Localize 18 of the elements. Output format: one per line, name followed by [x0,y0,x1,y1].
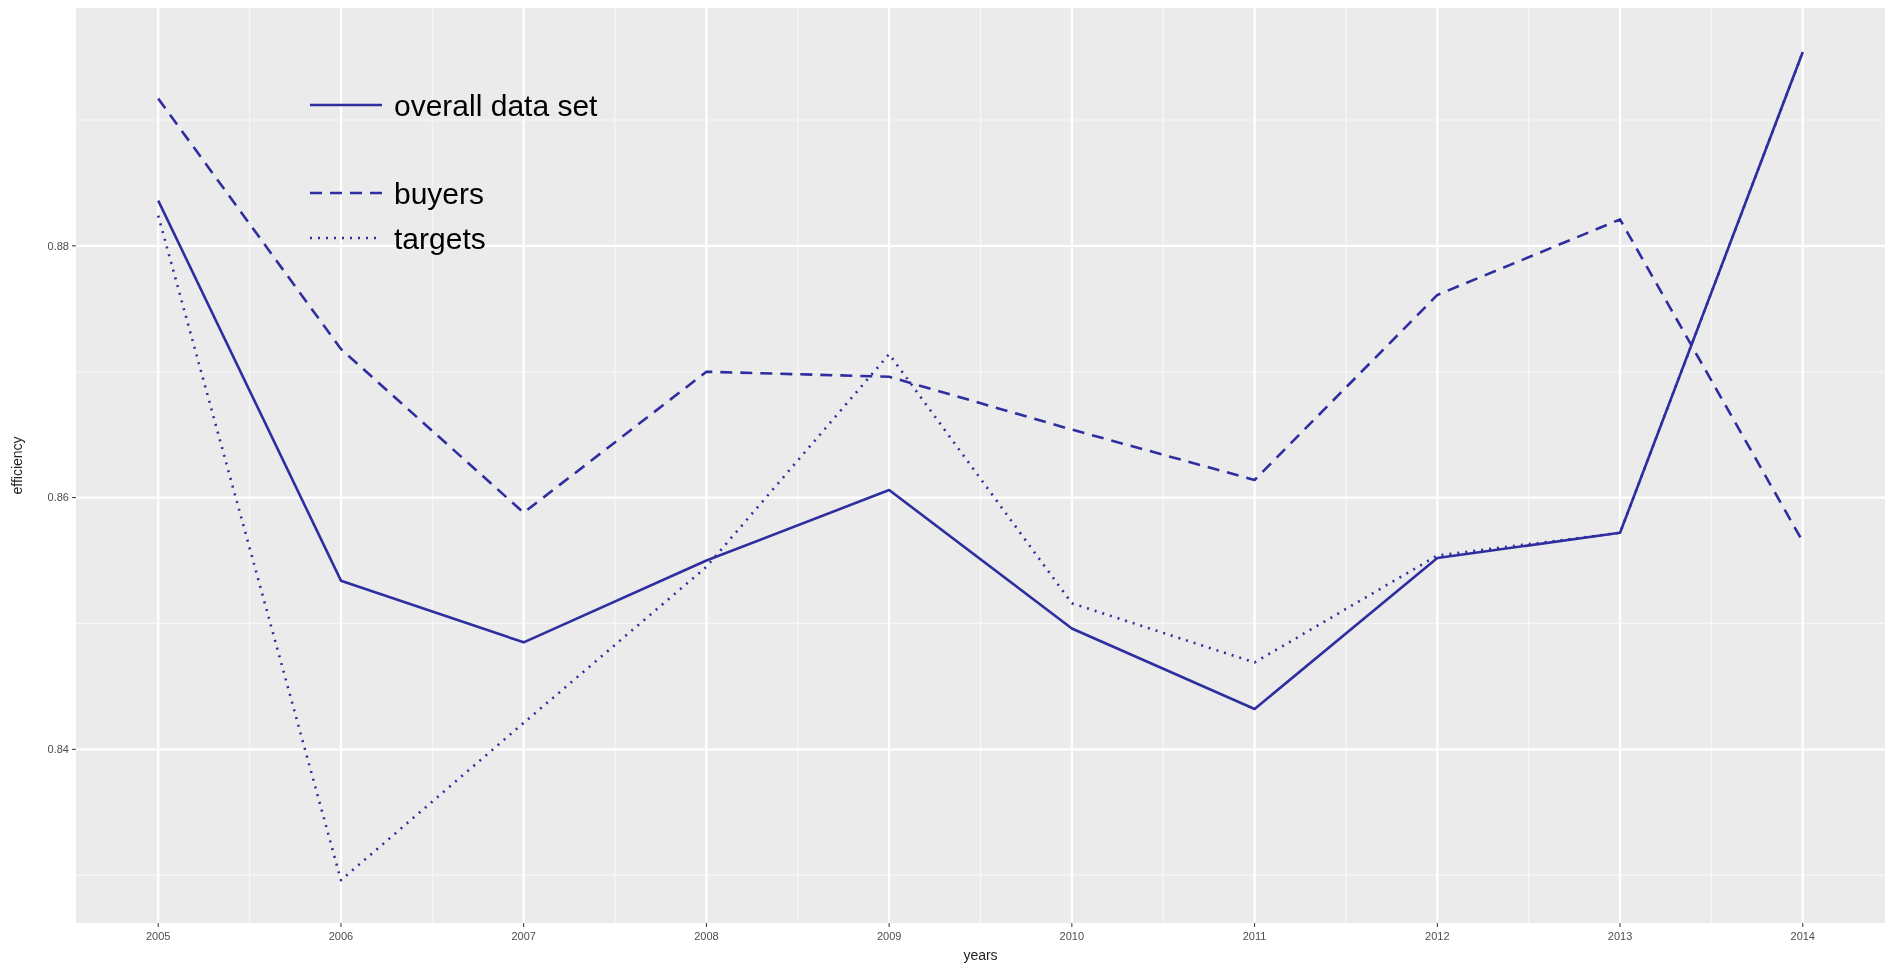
y-axis-title: efficiency [9,436,25,495]
x-tick-label: 2009 [876,930,902,942]
x-tick-label: 2014 [1790,930,1816,942]
x-tick-label: 2007 [511,930,536,942]
y-tick-label: 0.88 [47,239,69,252]
y-tick-label: 0.84 [47,743,69,756]
x-axis-title: years [963,947,998,963]
legend-label: targets [394,221,486,255]
x-tick-label: 2010 [1059,930,1085,942]
x-tick-label: 2011 [1242,930,1267,942]
legend-label: overall data set [394,88,599,122]
x-tick-label: 2013 [1607,930,1633,942]
y-tick-label: 0.86 [47,491,69,504]
x-tick-label: 2006 [328,930,354,942]
x-tick-label: 2008 [694,930,719,942]
x-tick-label: 2005 [145,930,171,942]
x-tick-label: 2012 [1425,930,1450,942]
legend-label: buyers [394,176,485,210]
